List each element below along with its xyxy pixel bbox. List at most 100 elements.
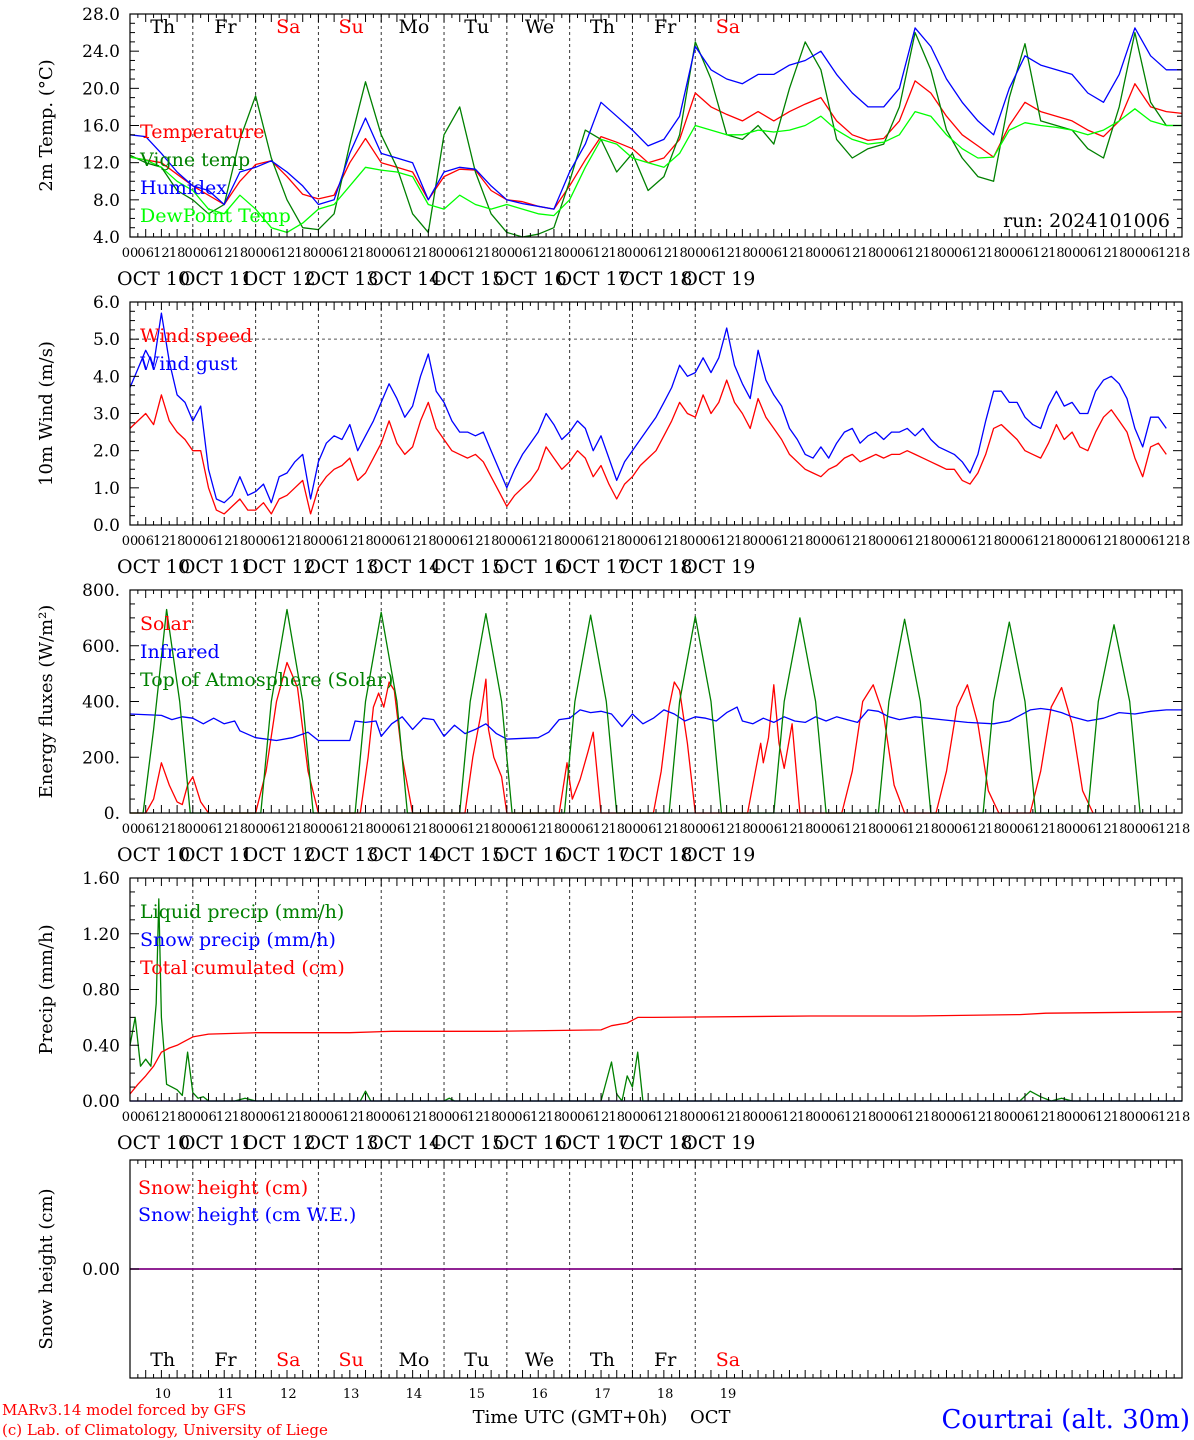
hour-tick-label: 18 bbox=[1048, 534, 1065, 549]
hour-tick-label: 06 bbox=[1017, 822, 1034, 837]
hour-tick-label: 18 bbox=[608, 822, 625, 837]
hour-tick-label: 00 bbox=[373, 1110, 390, 1125]
day-number-label: 19 bbox=[720, 1387, 737, 1402]
hour-tick-label: 18 bbox=[294, 822, 311, 837]
hour-tick-label: 06 bbox=[640, 246, 657, 261]
day-label: OCT 19 bbox=[682, 268, 755, 290]
hour-tick-label: 00 bbox=[1127, 1110, 1144, 1125]
hour-tick-label: 18 bbox=[169, 822, 186, 837]
hour-tick-label: 06 bbox=[577, 246, 594, 261]
day-label: OCT 14 bbox=[368, 844, 441, 866]
hour-tick-label: 06 bbox=[1080, 534, 1097, 549]
hour-tick-label: 06 bbox=[326, 822, 343, 837]
y-tick-label: 4.0 bbox=[93, 228, 120, 248]
y-tick-label: 0.00 bbox=[82, 1092, 120, 1112]
hour-tick-label: 00 bbox=[624, 822, 641, 837]
hour-tick-label: 18 bbox=[483, 1110, 500, 1125]
y-axis-label: 10m Wind (m/s) bbox=[36, 341, 57, 486]
hour-tick-label: 00 bbox=[750, 246, 767, 261]
hour-tick-label: 06 bbox=[514, 534, 531, 549]
hour-tick-label: 12 bbox=[467, 822, 484, 837]
hour-tick-label: 12 bbox=[781, 246, 798, 261]
day-label: OCT 18 bbox=[619, 268, 692, 290]
hour-tick-label: 00 bbox=[875, 822, 892, 837]
day-label: OCT 14 bbox=[368, 1132, 441, 1154]
hour-tick-label: 06 bbox=[1017, 534, 1034, 549]
day-label: OCT 11 bbox=[180, 556, 253, 578]
hour-tick-label: 12 bbox=[1032, 822, 1049, 837]
hour-tick-label: 18 bbox=[734, 822, 751, 837]
hour-tick-label: 00 bbox=[247, 534, 264, 549]
hour-tick-label: 18 bbox=[232, 534, 249, 549]
hour-tick-label: 06 bbox=[954, 246, 971, 261]
hour-tick-label: 12 bbox=[279, 534, 296, 549]
hour-tick-label: 00 bbox=[624, 1110, 641, 1125]
hour-tick-label: 18 bbox=[671, 1110, 688, 1125]
hour-tick-label: 12 bbox=[1158, 1110, 1175, 1125]
hour-tick-label: 00 bbox=[247, 246, 264, 261]
hour-tick-label: 12 bbox=[1095, 246, 1112, 261]
day-number-label: 12 bbox=[280, 1387, 297, 1402]
hour-tick-label: 00 bbox=[310, 822, 327, 837]
hour-tick-label: 00 bbox=[624, 246, 641, 261]
hour-tick-label: 00 bbox=[185, 534, 202, 549]
hour-tick-label: 00 bbox=[185, 1110, 202, 1125]
hour-tick-label: 12 bbox=[342, 246, 359, 261]
hour-tick-label: 18 bbox=[357, 246, 374, 261]
hour-tick-label: 00 bbox=[373, 822, 390, 837]
hour-tick-label: 00 bbox=[561, 246, 578, 261]
hour-tick-label: 18 bbox=[797, 534, 814, 549]
hour-tick-label: 12 bbox=[342, 534, 359, 549]
day-label: OCT 19 bbox=[682, 1132, 755, 1154]
hour-tick-label: 12 bbox=[279, 822, 296, 837]
hour-tick-label: 00 bbox=[561, 534, 578, 549]
hour-tick-label: 06 bbox=[263, 1110, 280, 1125]
hour-tick-label: 18 bbox=[671, 534, 688, 549]
hour-tick-label: 06 bbox=[326, 1110, 343, 1125]
hour-tick-label: 18 bbox=[797, 822, 814, 837]
station-name: Courtrai (alt. 30m) bbox=[942, 1405, 1191, 1435]
hour-tick-label: 12 bbox=[718, 822, 735, 837]
axes-layer bbox=[129, 13, 1183, 1379]
y-axis-label: Energy fluxes (W/m²) bbox=[36, 605, 57, 799]
hour-tick-label: 06 bbox=[577, 1110, 594, 1125]
day-label: OCT 15 bbox=[431, 268, 504, 290]
hour-tick-label: 00 bbox=[310, 1110, 327, 1125]
legend-entry: Total cumulated (cm) bbox=[140, 957, 345, 979]
hour-tick-label: 12 bbox=[467, 246, 484, 261]
day-label: OCT 16 bbox=[494, 268, 567, 290]
hour-tick-label: 00 bbox=[499, 822, 516, 837]
hour-tick-label: 12 bbox=[844, 1110, 861, 1125]
hour-tick-label: 06 bbox=[200, 1110, 217, 1125]
hour-tick-label: 12 bbox=[844, 246, 861, 261]
hour-tick-label: 06 bbox=[1080, 1110, 1097, 1125]
y-tick-label: 1.20 bbox=[82, 925, 120, 945]
legend-entry: Temperature bbox=[140, 121, 264, 143]
y-tick-label: 12.0 bbox=[82, 154, 120, 174]
hour-tick-label: 18 bbox=[860, 246, 877, 261]
weekday-label-bottom: Tu bbox=[464, 1349, 489, 1371]
hour-tick-label: 12 bbox=[656, 822, 673, 837]
hour-tick-label: 18 bbox=[923, 534, 940, 549]
hour-tick-label: 12 bbox=[656, 1110, 673, 1125]
credit-line-2: (c) Lab. of Climatology, University of L… bbox=[2, 1421, 328, 1439]
hour-tick-label: 06 bbox=[891, 1110, 908, 1125]
panel-frame bbox=[129, 589, 1183, 814]
series-line bbox=[129, 27, 1182, 210]
day-label: OCT 12 bbox=[243, 1132, 316, 1154]
hour-tick-label: 06 bbox=[1142, 246, 1159, 261]
hour-tick-label: 06 bbox=[200, 822, 217, 837]
hour-tick-label: 06 bbox=[891, 822, 908, 837]
hour-tick-label: 00 bbox=[1064, 1110, 1081, 1125]
weekday-label-bottom: Sa bbox=[276, 1349, 300, 1371]
hour-tick-label: 18 bbox=[546, 246, 563, 261]
hour-tick-label: 12 bbox=[970, 1110, 987, 1125]
hour-tick-label: 18 bbox=[546, 822, 563, 837]
hour-tick-label: 12 bbox=[404, 534, 421, 549]
hour-tick-label: 12 bbox=[593, 246, 610, 261]
hour-tick-label: 06 bbox=[1142, 1110, 1159, 1125]
hour-tick-label: 18 bbox=[1111, 246, 1128, 261]
hour-tick-label: 06 bbox=[828, 534, 845, 549]
hour-tick-label: 12 bbox=[153, 534, 170, 549]
